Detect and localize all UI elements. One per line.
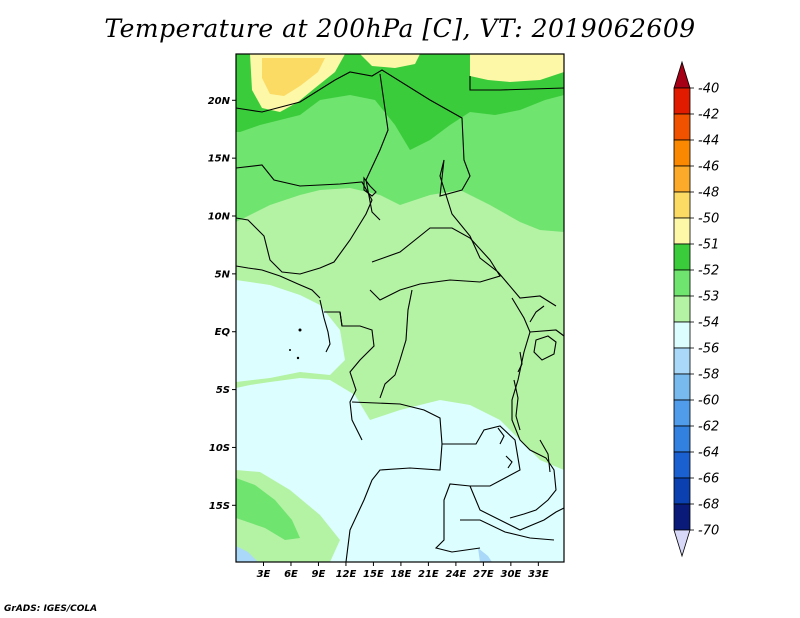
colorbar-label: -54 bbox=[698, 316, 719, 331]
lat-tick-label: 5N bbox=[215, 269, 231, 280]
colorbar-segment bbox=[673, 321, 691, 349]
band-50-n bbox=[360, 54, 420, 68]
colorbar-segment bbox=[673, 191, 691, 219]
colorbar-segment bbox=[673, 425, 691, 453]
colorbar-segment bbox=[673, 217, 691, 245]
band-54-west bbox=[236, 280, 345, 382]
lake-victoria bbox=[533, 335, 557, 361]
lon-tick-label: 21E bbox=[418, 569, 439, 580]
boundary-niger-chad bbox=[365, 73, 389, 221]
colorbar-segment bbox=[673, 165, 691, 193]
lon-tick-label: 30E bbox=[500, 569, 521, 580]
colorbar-label: -60 bbox=[698, 394, 719, 409]
colorbar-label: -46 bbox=[698, 160, 719, 175]
lake-bangweulu bbox=[505, 455, 513, 469]
lon-tick-label: 6E bbox=[284, 569, 298, 580]
boundary-coast-gabon bbox=[319, 299, 331, 353]
band-56-s bbox=[478, 548, 492, 562]
colorbar-label: -48 bbox=[698, 186, 719, 201]
colorbar-segment bbox=[673, 373, 691, 401]
lake-chad bbox=[363, 176, 377, 197]
colorbar-segment bbox=[673, 269, 691, 297]
lat-tick-label: 10S bbox=[209, 443, 230, 454]
boundary-car bbox=[369, 227, 501, 301]
colorbar-segment bbox=[673, 243, 691, 271]
lat-tick-label: 10N bbox=[208, 212, 231, 223]
colorbar-segment bbox=[673, 347, 691, 375]
lat-tick-label: 15N bbox=[208, 154, 231, 165]
map-title: Temperature at 200hPa [C], VT: 201906260… bbox=[104, 14, 696, 43]
colorbar-label: -62 bbox=[698, 420, 719, 435]
colorbar-label: -44 bbox=[698, 134, 719, 149]
lon-tick-label: 15E bbox=[363, 569, 384, 580]
islands bbox=[289, 328, 302, 360]
colorbar: -40 -42 -44 -46 -48 -50 -51 -52 -53 -54 -56 -58 -60 -… bbox=[673, 60, 719, 558]
lon-tick-label: 3E bbox=[257, 569, 271, 580]
lat-tick-label: EQ bbox=[215, 327, 231, 338]
colorbar-segment bbox=[673, 503, 691, 531]
colorbar-label: -66 bbox=[698, 472, 719, 487]
colorbar-segment bbox=[673, 87, 691, 115]
band-52-south bbox=[236, 478, 300, 540]
colorbar-label: -68 bbox=[698, 498, 719, 513]
boundary-zambia-zim bbox=[460, 519, 555, 541]
lake-tanganyika bbox=[513, 379, 521, 431]
colorbar-label: -51 bbox=[698, 238, 719, 253]
colorbar-label: -70 bbox=[698, 524, 719, 539]
grads-credit: GrADS: IGES/COLA bbox=[4, 604, 98, 614]
boundary-great-lakes bbox=[509, 297, 557, 519]
colorbar-label: -40 bbox=[698, 82, 719, 97]
lake-albert bbox=[529, 305, 545, 323]
lon-tick-label: 27E bbox=[473, 569, 494, 580]
boundary-east bbox=[529, 329, 564, 337]
boundary-drc-south bbox=[345, 401, 443, 562]
lon-tick-label: 12E bbox=[336, 569, 357, 580]
lat-tick-label: 15S bbox=[209, 501, 230, 512]
boundary-rio-muni bbox=[324, 311, 343, 327]
lake-malawi bbox=[539, 439, 551, 473]
boundary-angola-zambia bbox=[434, 425, 521, 553]
colorbar-label: -64 bbox=[698, 446, 719, 461]
colorbar-segment bbox=[673, 451, 691, 479]
band-48-nw bbox=[262, 58, 325, 96]
colorbar-label: -42 bbox=[698, 108, 719, 123]
boundary-ne-corner bbox=[469, 76, 564, 91]
boundary-south-east bbox=[469, 485, 564, 531]
band-50-ne bbox=[470, 54, 564, 82]
colorbar-label: -56 bbox=[698, 342, 719, 357]
colorbar-segment bbox=[673, 139, 691, 167]
lat-tick-label: 5S bbox=[216, 385, 230, 396]
colorbar-label: -52 bbox=[698, 264, 719, 279]
colorbar-segment bbox=[673, 477, 691, 505]
colorbar-label: -50 bbox=[698, 212, 719, 227]
lake-mweru bbox=[497, 427, 505, 445]
colorbar-bottom-triangle bbox=[673, 529, 691, 558]
boundary-congo bbox=[339, 311, 375, 441]
lake-kivu bbox=[517, 351, 523, 373]
coastline-west bbox=[236, 265, 321, 299]
boundary-north bbox=[236, 69, 557, 307]
lon-tick-label: 24E bbox=[446, 569, 467, 580]
band-56-sw bbox=[236, 546, 258, 562]
axis-ticks: 20N 15N 10N 5N EQ 5S 10S 15S 3E 6E 9E 12E 15E 18E 21E 2… bbox=[208, 96, 549, 580]
lon-tick-label: 33E bbox=[528, 569, 549, 580]
colorbar-label: -58 bbox=[698, 368, 719, 383]
colorbar-segment bbox=[673, 113, 691, 141]
boundary-nigeria bbox=[236, 164, 373, 275]
colorbar-label: -53 bbox=[698, 290, 719, 305]
political-boundaries bbox=[236, 69, 564, 562]
plot-frame bbox=[235, 53, 565, 563]
lon-tick-label: 18E bbox=[391, 569, 412, 580]
lon-tick-label: 9E bbox=[312, 569, 326, 580]
boundary-drc-east bbox=[379, 289, 413, 399]
lat-tick-label: 20N bbox=[208, 96, 231, 107]
colorbar-segment bbox=[673, 295, 691, 323]
colorbar-segment bbox=[673, 399, 691, 427]
colorbar-top-triangle bbox=[673, 60, 691, 89]
temperature-field bbox=[236, 54, 564, 562]
